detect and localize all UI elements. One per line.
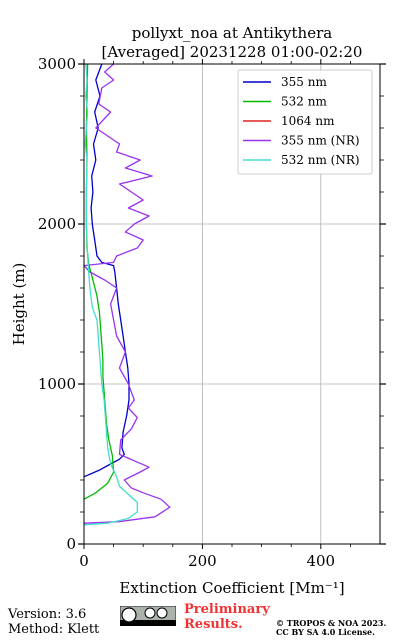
y-tick-label: 1000 [38,375,76,393]
copyright-line2: CC BY SA 4.0 License. [276,627,375,637]
cc-by-sa-license-badge [120,606,176,626]
chart-title-line1: pollyxt_noa at Antikythera [132,24,332,42]
legend: 355 nm 532 nm 1064 nm 355 nm (NR) 532 nm (NR… [237,69,373,175]
series-line-3 [83,63,171,524]
x-axis-label: Extinction Coefficient [Mm⁻¹] [119,579,344,597]
legend-label-0: 355 nm [281,75,327,89]
legend-label-4: 532 nm (NR) [281,153,360,167]
axis-ticks: 0 200 400 0 1000 2000 3000 [38,55,386,570]
version-label: Version: 3.6 [8,607,87,622]
legend-label-1: 532 nm [281,95,327,109]
y-tick-label: 0 [66,535,76,553]
legend-label-3: 355 nm (NR) [281,134,360,148]
legend-box [237,69,373,175]
chart-title-line2: [Averaged] 20231228 01:00-02:20 [102,43,363,61]
series-lines [83,63,171,526]
series-line-0 [83,63,130,478]
by-icon [144,607,156,619]
preliminary-line1: Preliminary [184,602,270,617]
y-tick-label: 3000 [38,55,76,73]
sa-icon [156,607,168,619]
extinction-profile-chart: 0 200 400 0 1000 2000 3000 pollyxt_noa at Anti… [10,24,386,597]
preliminary-line2: Results. [184,617,243,632]
y-axis-label: Height (m) [10,263,28,346]
legend-label-2: 1064 nm [281,114,335,128]
cc-icon [121,607,137,623]
x-tick-label: 400 [306,552,335,570]
x-tick-label: 200 [188,552,217,570]
copyright-line1: © TROPOS & NOA 2023. [276,618,387,628]
x-tick-label: 0 [79,552,89,570]
series-line-4 [83,63,138,526]
y-tick-label: 2000 [38,215,76,233]
method-label: Method: Klett [8,622,100,637]
